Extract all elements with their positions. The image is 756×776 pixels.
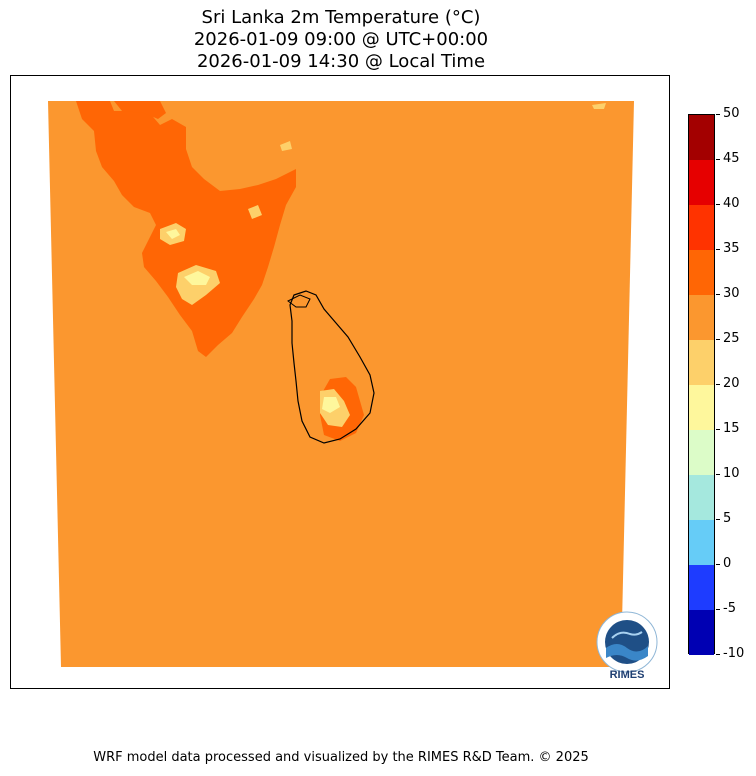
jaffna-coastline	[287, 294, 311, 308]
colorbar-tick-label: 0	[723, 556, 732, 571]
colorbar-tick-label: -5	[723, 601, 736, 616]
temperature-colorbar	[688, 114, 715, 655]
colorbar-segment	[689, 205, 714, 250]
colorbar-tick-label: 35	[723, 241, 740, 256]
colorbar-segment	[689, 475, 714, 520]
colorbar-tick	[716, 564, 720, 565]
utc-timestamp: 2026-01-09 09:00 @ UTC+00:00	[193, 29, 489, 50]
temperature-field-25-30-india-d	[280, 141, 292, 151]
colorbar-segment	[689, 610, 714, 655]
colorbar-tick-label: -10	[723, 646, 745, 661]
colorbar-segment	[689, 295, 714, 340]
colorbar-tick	[716, 249, 720, 250]
colorbar-tick-label: 20	[723, 376, 740, 391]
logo-text: RIMES	[610, 669, 645, 681]
colorbar-tick-label: 15	[723, 421, 740, 436]
temperature-field-20-25-india-a	[166, 229, 180, 239]
local-timestamp: 2026-01-09 14:30 @ Local Time	[196, 51, 486, 72]
colorbar-segment	[689, 160, 714, 205]
colorbar-tick	[716, 294, 720, 295]
colorbar-tick-label: 25	[723, 331, 740, 346]
colorbar-segment	[689, 520, 714, 565]
temperature-field-20-25-india-b	[184, 271, 210, 285]
colorbar-tick	[716, 474, 720, 475]
colorbar-segment	[689, 340, 714, 385]
rimes-logo: RIMES	[596, 611, 658, 681]
colorbar-tick-label: 50	[723, 106, 740, 121]
colorbar-segment	[689, 565, 714, 610]
map-title: Sri Lanka 2m Temperature (°C)	[201, 7, 481, 28]
temperature-field-25-30-corner	[592, 103, 606, 109]
temperature-field-25-30-india-c	[248, 205, 262, 219]
colorbar-tick	[716, 159, 720, 160]
colorbar-tick	[716, 384, 720, 385]
temperature-field-20-25-srilanka	[322, 397, 340, 413]
colorbar-tick-label: 10	[723, 466, 740, 481]
colorbar-segment	[689, 430, 714, 475]
colorbar-tick	[716, 519, 720, 520]
colorbar-tick	[716, 114, 720, 115]
colorbar-tick-label: 5	[723, 511, 732, 526]
temperature-field-35-40-coast	[114, 101, 166, 119]
colorbar-tick-label: 30	[723, 286, 740, 301]
colorbar-tick	[716, 609, 720, 610]
colorbar-tick-label: 45	[723, 151, 740, 166]
colorbar-tick	[716, 429, 720, 430]
colorbar-tick	[716, 654, 720, 655]
colorbar-tick	[716, 339, 720, 340]
srilanka-coastline	[289, 290, 375, 444]
colorbar-segment	[689, 115, 714, 160]
colorbar-segment	[689, 385, 714, 430]
colorbar-tick	[716, 204, 720, 205]
colorbar-segment	[689, 250, 714, 295]
footer-credit: WRF model data processed and visualized …	[93, 750, 589, 765]
temperature-map	[48, 101, 634, 667]
colorbar-tick-label: 40	[723, 196, 740, 211]
